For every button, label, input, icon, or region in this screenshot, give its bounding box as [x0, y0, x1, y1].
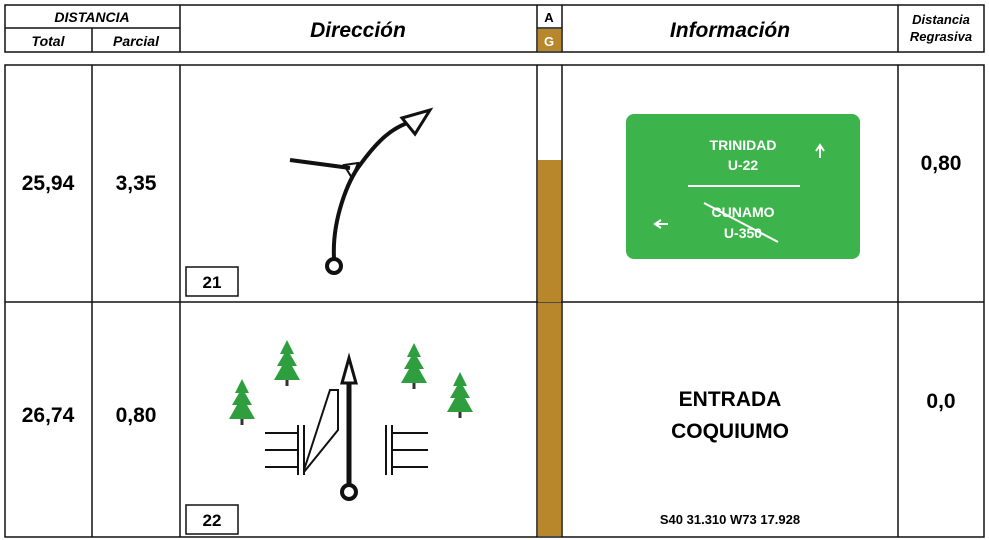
number: 22	[203, 511, 222, 530]
header-text: Regrasiva	[910, 29, 972, 44]
header-text: Información	[670, 19, 790, 42]
strike	[703, 202, 779, 243]
parcial: 3,35	[116, 172, 157, 195]
tulip-diagram	[289, 107, 434, 275]
gate-open	[303, 389, 339, 473]
header-text: Parcial	[113, 33, 160, 49]
number-box	[185, 266, 239, 297]
body-frame	[4, 64, 985, 538]
gate	[265, 425, 305, 475]
sign-text: U-350	[724, 225, 762, 241]
body-grid	[4, 64, 985, 538]
total: 25,94	[22, 172, 75, 195]
parcial: 0,80	[116, 404, 157, 427]
junction	[342, 161, 360, 181]
header-text: A	[544, 10, 554, 25]
terrain-bar	[538, 160, 561, 302]
arrow-head	[399, 107, 434, 137]
header-text: Dirección	[310, 19, 406, 42]
header-text: G	[544, 34, 554, 49]
sign-arrow	[653, 219, 668, 229]
sign-arrow	[815, 143, 825, 158]
regresiva: 0,80	[921, 152, 962, 175]
info-text: ENTRADA	[679, 388, 782, 411]
number: 21	[203, 273, 222, 292]
arrow-head	[340, 352, 358, 385]
total: 26,74	[22, 404, 75, 427]
g-cell	[538, 29, 561, 51]
terrain-bar	[538, 303, 561, 536]
sign-text: U-22	[728, 157, 759, 173]
number-box	[185, 504, 239, 535]
tree	[401, 343, 427, 389]
side-road	[289, 158, 351, 170]
tulip-diagram	[265, 352, 428, 501]
tree	[447, 372, 473, 418]
header-text: Total	[32, 33, 66, 49]
start-point	[340, 483, 358, 501]
route	[331, 120, 411, 259]
tree	[274, 340, 300, 386]
regresiva: 0,0	[926, 390, 955, 413]
coordinates: S40 31.310 W73 17.928	[660, 512, 800, 527]
gate	[385, 425, 428, 475]
header	[4, 4, 985, 53]
tree	[229, 379, 255, 425]
start-point	[325, 257, 343, 275]
sign-text: TRINIDAD	[710, 137, 777, 153]
header-text: DISTANCIA	[54, 9, 129, 25]
header-text: Distancia	[912, 12, 970, 27]
info-text: COQUIUMO	[671, 420, 789, 443]
